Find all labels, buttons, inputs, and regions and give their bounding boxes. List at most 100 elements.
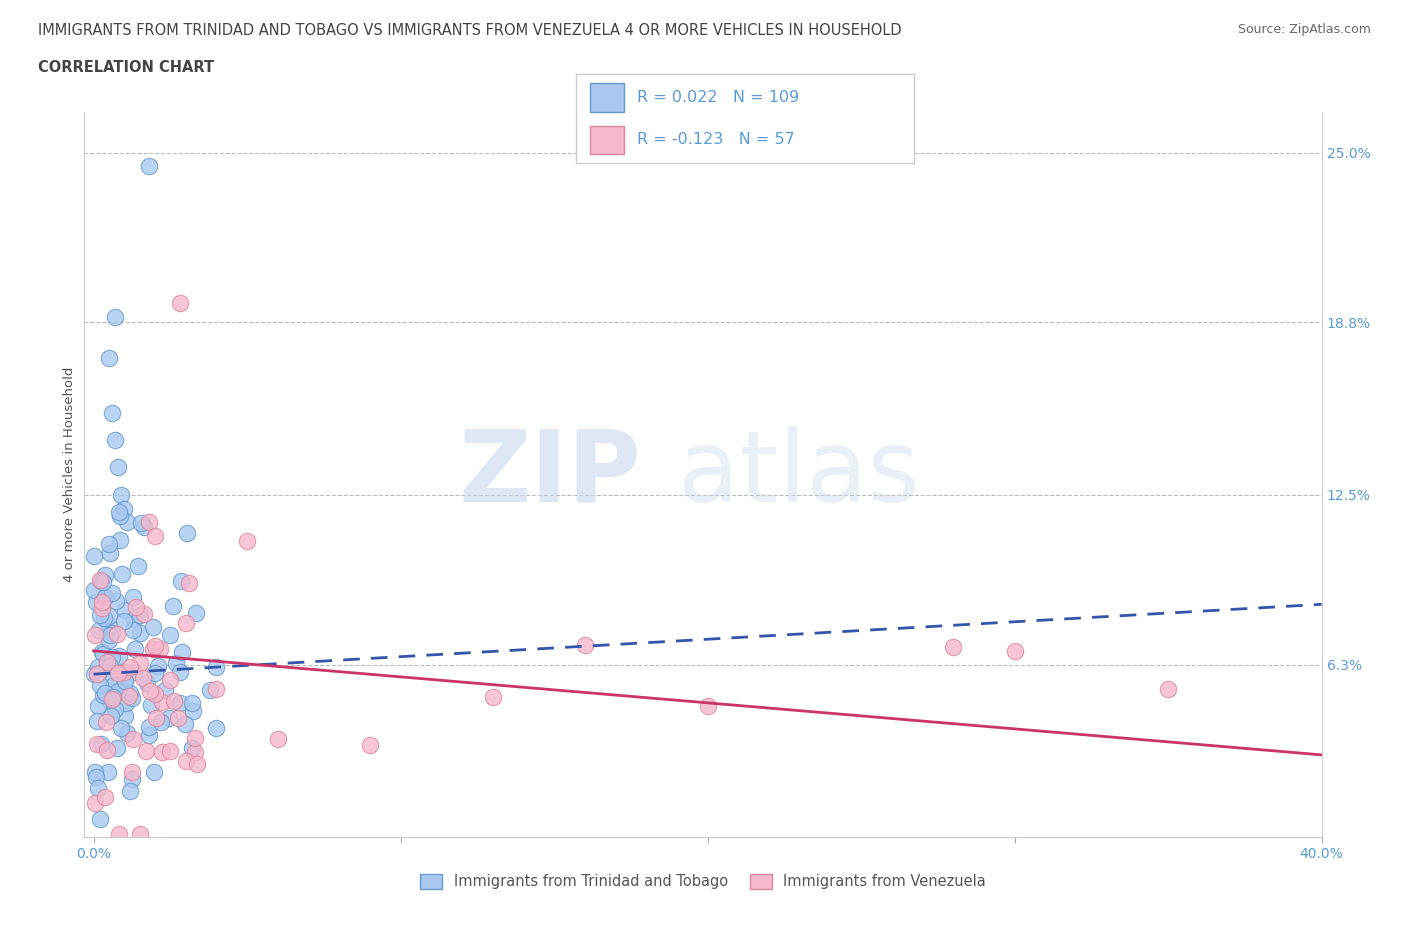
Point xyxy=(94,685,117,700)
Point xyxy=(83,549,105,564)
Point xyxy=(114,696,136,711)
Point xyxy=(86,737,108,751)
Point xyxy=(181,704,204,719)
Point xyxy=(94,590,117,604)
Point xyxy=(162,599,184,614)
Point xyxy=(125,600,148,615)
Point xyxy=(94,567,117,582)
Point xyxy=(143,528,166,543)
Point xyxy=(117,725,139,740)
Point xyxy=(105,627,128,642)
Point xyxy=(121,690,143,705)
Point xyxy=(205,682,228,697)
Point xyxy=(128,827,150,842)
Point xyxy=(205,721,228,736)
Point xyxy=(169,296,191,311)
Point xyxy=(180,740,202,755)
Point xyxy=(84,770,107,785)
Point xyxy=(180,696,202,711)
Legend: Immigrants from Trinidad and Tobago, Immigrants from Venezuela: Immigrants from Trinidad and Tobago, Imm… xyxy=(415,868,991,895)
Point xyxy=(150,745,173,760)
Point xyxy=(186,606,208,621)
Point xyxy=(97,609,120,624)
Point xyxy=(91,646,114,661)
Point xyxy=(481,689,503,704)
Point xyxy=(186,757,208,772)
Point xyxy=(117,515,139,530)
Point xyxy=(112,501,135,516)
Point xyxy=(107,684,129,698)
Point xyxy=(112,614,135,629)
Point xyxy=(124,665,146,680)
Point xyxy=(114,684,136,699)
Point xyxy=(128,607,150,622)
Point xyxy=(86,780,108,795)
Point xyxy=(1004,644,1026,658)
Point xyxy=(112,676,135,691)
Point xyxy=(89,678,111,693)
Point xyxy=(1157,681,1180,696)
Point xyxy=(118,783,141,798)
Text: ZIP: ZIP xyxy=(458,426,641,523)
Point xyxy=(86,713,108,728)
Point xyxy=(183,730,205,745)
Point xyxy=(98,545,121,560)
Point xyxy=(105,741,128,756)
Point xyxy=(98,618,121,632)
Point xyxy=(90,595,112,610)
Point xyxy=(136,676,159,691)
Point xyxy=(104,432,127,447)
Point xyxy=(135,743,157,758)
Point xyxy=(121,772,143,787)
Point xyxy=(100,709,122,724)
Point xyxy=(120,659,142,674)
Point xyxy=(83,628,105,643)
Point xyxy=(176,753,198,768)
Point xyxy=(83,666,105,681)
Point xyxy=(114,709,136,724)
Point xyxy=(103,702,125,717)
Point xyxy=(159,673,181,688)
Point xyxy=(90,601,112,616)
Point xyxy=(122,590,145,604)
Point xyxy=(142,642,165,657)
Point xyxy=(129,656,152,671)
Point xyxy=(101,691,124,706)
Point xyxy=(143,687,166,702)
Point xyxy=(108,509,131,524)
Point xyxy=(696,698,718,713)
Point xyxy=(87,698,110,713)
Point xyxy=(83,764,105,779)
Point xyxy=(98,658,121,673)
Point xyxy=(148,658,170,673)
Point xyxy=(101,650,124,665)
Y-axis label: 4 or more Vehicles in Household: 4 or more Vehicles in Household xyxy=(63,366,76,582)
Point xyxy=(165,655,187,670)
Point xyxy=(97,351,120,365)
Point xyxy=(124,611,146,626)
Point xyxy=(93,611,115,626)
Point xyxy=(87,623,110,638)
Point xyxy=(172,644,194,659)
Point xyxy=(101,405,124,420)
Point xyxy=(104,310,127,325)
Point xyxy=(200,683,222,698)
Point xyxy=(143,764,166,779)
Point xyxy=(104,593,127,608)
Point xyxy=(139,698,162,712)
Point xyxy=(150,695,173,710)
Point xyxy=(176,525,198,540)
Point xyxy=(132,606,155,621)
Point xyxy=(157,711,180,725)
Point xyxy=(89,608,111,623)
Point xyxy=(94,715,117,730)
Point xyxy=(101,689,124,704)
Point xyxy=(143,665,166,680)
Point xyxy=(110,721,132,736)
Point xyxy=(118,688,141,703)
Point xyxy=(97,537,120,551)
Point xyxy=(114,674,136,689)
Point xyxy=(101,586,124,601)
Point xyxy=(121,764,143,779)
Point xyxy=(145,711,167,725)
